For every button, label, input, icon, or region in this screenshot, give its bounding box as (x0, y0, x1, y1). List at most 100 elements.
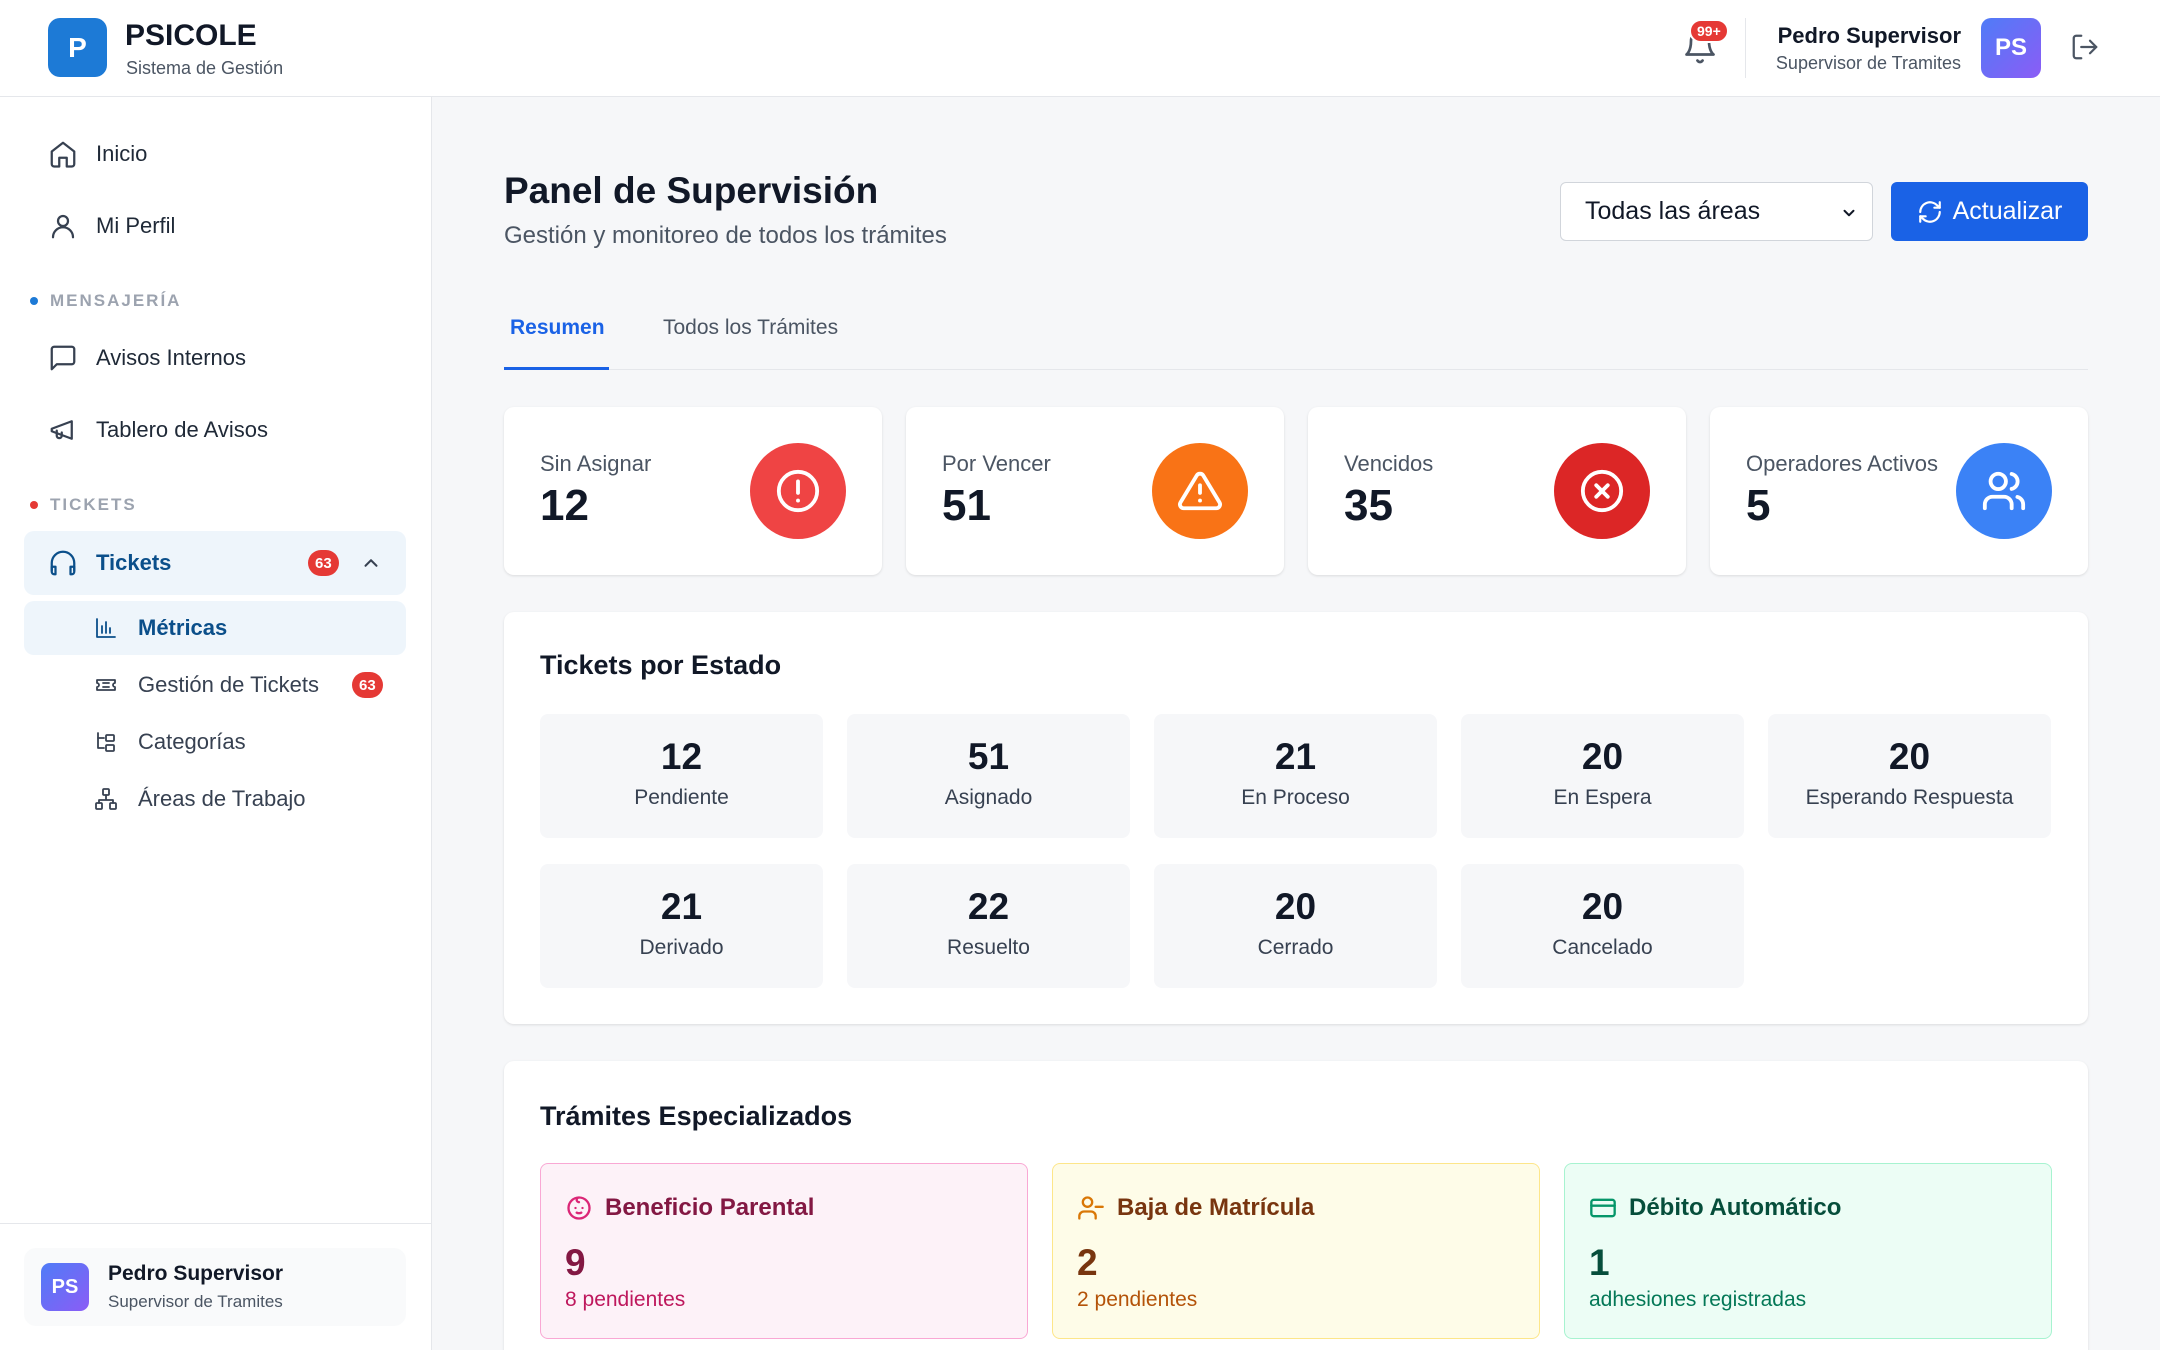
message-square-icon (50, 345, 76, 371)
sidebar-item-label: Tickets (96, 550, 172, 575)
users-icon (1956, 443, 2052, 539)
status-count: 20 (1888, 736, 1931, 777)
section-label: TICKETS (50, 495, 137, 514)
stat-value: 5 (1746, 481, 1771, 530)
baby-icon (567, 1196, 591, 1220)
special-card-beneficio-parental[interactable]: Beneficio Parental 9 8 pendientes (540, 1163, 1028, 1339)
status-label: Asignado (944, 786, 1033, 809)
user-icon (51, 214, 75, 239)
section-tickets: TICKETS (30, 495, 137, 515)
logout-icon[interactable] (2070, 32, 2100, 62)
avatar[interactable]: PS (1981, 18, 2041, 78)
refresh-icon (1918, 200, 1941, 223)
gestion-count-badge: 63 (352, 672, 383, 698)
section-dot (30, 501, 38, 509)
status-count: 20 (1274, 886, 1317, 927)
area-filter-select[interactable]: Todas las áreas (1560, 182, 1873, 241)
home-icon (50, 141, 76, 168)
special-card-note: adhesiones registradas (1589, 1288, 1807, 1311)
sidebar-item-label: Mi Perfil (96, 213, 176, 238)
status-tile-esperando-respuesta[interactable]: 20 Esperando Respuesta (1768, 714, 2051, 838)
status-label: Cancelado (1552, 936, 1653, 959)
sidebar-item-label: Categorías (138, 729, 246, 754)
app-logo[interactable]: P (48, 18, 107, 77)
ticket-icon (96, 679, 116, 691)
megaphone-icon (50, 420, 73, 440)
active-tab-indicator (504, 367, 609, 370)
sidebar-user-role: Supervisor de Tramites (108, 1292, 283, 1311)
header-user-role: Supervisor de Tramites (1775, 53, 1961, 73)
status-tile-pendiente[interactable]: 12 Pendiente (540, 714, 823, 838)
sidebar-item-metricas[interactable]: Métricas (24, 601, 406, 655)
sidebar-item-tablero-avisos[interactable]: Tablero de Avisos (24, 399, 406, 461)
stat-card-operadores: Operadores Activos 5 (1710, 407, 2088, 575)
sidebar-item-inicio[interactable]: Inicio (24, 123, 406, 185)
special-card-title: Beneficio Parental (605, 1194, 815, 1221)
stat-label: Sin Asignar (540, 451, 652, 476)
status-count: 21 (660, 886, 703, 927)
refresh-button[interactable]: Actualizar (1891, 182, 2088, 241)
sidebar-item-areas-trabajo[interactable]: Áreas de Trabajo (24, 772, 406, 826)
sidebar-item-label: Gestión de Tickets (138, 672, 319, 697)
header-user-name: Pedro Supervisor (1777, 23, 1961, 48)
status-tile-en-proceso[interactable]: 21 En Proceso (1154, 714, 1437, 838)
special-card-note: 2 pendientes (1077, 1288, 1198, 1311)
status-label: Esperando Respuesta (1805, 786, 2014, 809)
sidebar-item-label: Avisos Internos (96, 345, 247, 370)
status-tile-derivado[interactable]: 21 Derivado (540, 864, 823, 988)
special-card-debito-automatico[interactable]: Débito Automático 1 adhesiones registrad… (1564, 1163, 2052, 1339)
alert-circle-icon (750, 443, 846, 539)
stat-card-sin-asignar: Sin Asignar 12 (504, 407, 882, 575)
status-count: 20 (1581, 886, 1624, 927)
network-icon (95, 788, 117, 810)
sidebar-item-tickets[interactable]: Tickets 63 (24, 531, 406, 595)
tab-todos-tramites[interactable]: Todos los Trámites (663, 316, 839, 339)
special-card-header: Débito Automático (1589, 1194, 1841, 1222)
special-card-value: 2 (1077, 1242, 1098, 1283)
section-label: MENSAJERÍA (50, 291, 182, 310)
stat-value: 35 (1344, 481, 1393, 530)
stat-value: 12 (540, 481, 589, 530)
sidebar-divider (0, 1223, 431, 1224)
status-tile-asignado[interactable]: 51 Asignado (847, 714, 1130, 838)
sidebar-item-label: Métricas (138, 615, 228, 640)
sidebar-item-label: Áreas de Trabajo (138, 786, 306, 811)
status-tile-cancelado[interactable]: 20 Cancelado (1461, 864, 1744, 988)
special-card-value: 9 (565, 1242, 586, 1283)
tickets-status-panel: Tickets por Estado 12 Pendiente 51 Asign… (504, 612, 2088, 1024)
stat-label: Operadores Activos (1746, 451, 1938, 476)
special-card-baja-matricula[interactable]: Baja de Matrícula 2 2 pendientes (1052, 1163, 1540, 1339)
user-minus-icon (1078, 1196, 1104, 1220)
tabs-divider (504, 369, 2088, 370)
tab-resumen[interactable]: Resumen (510, 316, 605, 339)
notifications-badge: 99+ (1689, 19, 1729, 43)
special-card-title: Baja de Matrícula (1117, 1194, 1315, 1221)
special-card-note: 8 pendientes (565, 1288, 686, 1311)
status-tile-en-espera[interactable]: 20 En Espera (1461, 714, 1744, 838)
chevron-up-icon[interactable] (360, 552, 382, 574)
sidebar-user-card[interactable]: PS Pedro Supervisor Supervisor de Tramit… (24, 1248, 406, 1326)
status-label: Resuelto (947, 936, 1030, 959)
tickets-count-badge: 63 (308, 550, 339, 576)
status-count: 12 (660, 736, 703, 777)
status-count: 21 (1274, 736, 1317, 777)
page-subtitle: Gestión y monitoreo de todos los trámite… (504, 222, 947, 249)
status-label: Pendiente (634, 786, 729, 809)
section-dot (30, 297, 38, 305)
stat-card-por-vencer: Por Vencer 51 (906, 407, 1284, 575)
app-name: PSICOLE (125, 19, 257, 52)
stat-label: Por Vencer (942, 451, 1051, 476)
page-title: Panel de Supervisión (504, 170, 879, 211)
bar-chart-icon (96, 618, 116, 638)
folder-tree-icon (97, 732, 115, 752)
sidebar-item-gestion-tickets[interactable]: Gestión de Tickets 63 (24, 658, 406, 712)
app-subtitle: Sistema de Gestión (126, 58, 284, 78)
status-label: En Proceso (1241, 786, 1350, 809)
status-tile-resuelto[interactable]: 22 Resuelto (847, 864, 1130, 988)
special-card-header: Beneficio Parental (565, 1194, 814, 1222)
sidebar-item-categorias[interactable]: Categorías (24, 715, 406, 769)
sidebar-item-perfil[interactable]: Mi Perfil (24, 195, 406, 257)
status-tile-cerrado[interactable]: 20 Cerrado (1154, 864, 1437, 988)
sidebar-item-avisos-internos[interactable]: Avisos Internos (24, 327, 406, 389)
status-label: Cerrado (1257, 936, 1334, 959)
